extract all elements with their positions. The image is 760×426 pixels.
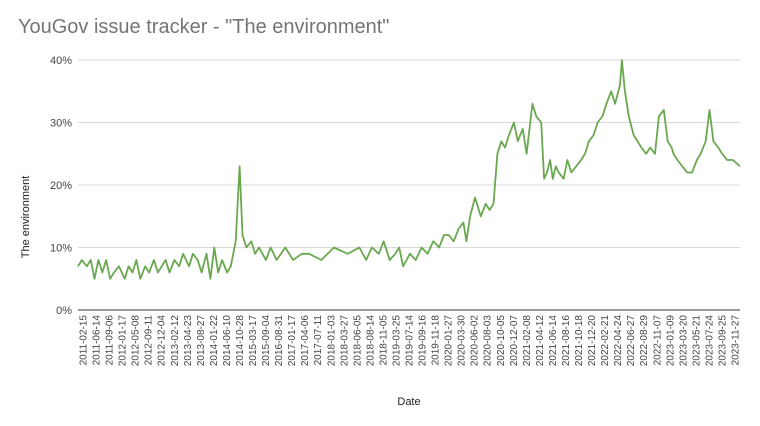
x-tick-label: 2023-11-27 bbox=[731, 315, 742, 366]
chart-title: YouGov issue tracker - "The environment" bbox=[18, 16, 390, 38]
x-tick-label: 2018-01-03 bbox=[326, 315, 337, 367]
x-axis-title: Date bbox=[397, 396, 420, 408]
x-tick-label: 2022-08-29 bbox=[639, 315, 650, 367]
x-tick-label: 2011-02-15 bbox=[79, 315, 90, 366]
x-tick-label: 2018-06-05 bbox=[352, 315, 363, 367]
x-tick-label: 2012-09-11 bbox=[144, 315, 155, 366]
x-tick-label: 2018-11-05 bbox=[378, 315, 389, 366]
x-tick-label: 2023-03-20 bbox=[678, 315, 689, 367]
x-tick-label: 2011-09-06 bbox=[105, 315, 116, 366]
x-tick-label: 2016-08-31 bbox=[274, 315, 285, 367]
x-tick-label: 2017-01-17 bbox=[287, 315, 298, 367]
x-tick-label: 2021-06-14 bbox=[548, 315, 559, 367]
x-tick-label: 2021-04-12 bbox=[535, 315, 546, 367]
x-tick-label: 2019-07-14 bbox=[405, 315, 416, 367]
x-tick-label: 2021-12-20 bbox=[587, 315, 598, 367]
x-tick-label: 2023-07-24 bbox=[704, 315, 715, 367]
x-tick-label: 2020-03-30 bbox=[457, 315, 468, 367]
x-tick-label: 2017-07-11 bbox=[313, 315, 324, 366]
x-tick-label: 2020-08-03 bbox=[483, 315, 494, 367]
x-tick-label: 2021-08-16 bbox=[561, 315, 572, 367]
x-tick-label: 2022-02-21 bbox=[600, 315, 611, 367]
x-tick-label: 2020-12-07 bbox=[509, 315, 520, 367]
x-tick-label: 2017-04-06 bbox=[300, 315, 311, 367]
x-tick-label: 2015-09-04 bbox=[261, 315, 272, 367]
x-axis-ticks: 2011-02-15 2011-06-14 2011-09-06 2012-01-17… bbox=[79, 315, 742, 367]
x-tick-label: 2023-09-25 bbox=[717, 315, 728, 367]
y-tick-label: 30% bbox=[50, 118, 72, 130]
series-line bbox=[77, 59, 741, 280]
gridlines bbox=[78, 59, 740, 248]
x-tick-label: 2023-05-21 bbox=[691, 315, 702, 367]
x-tick-label: 2022-04-24 bbox=[613, 315, 624, 367]
x-tick-label: 2012-01-17 bbox=[118, 315, 129, 367]
x-tick-label: 2012-12-04 bbox=[157, 315, 168, 367]
x-tick-label: 2019-03-25 bbox=[391, 315, 402, 367]
y-tick-label: 0% bbox=[56, 305, 72, 317]
y-tick-label: 10% bbox=[50, 243, 72, 255]
x-tick-label: 2019-11-18 bbox=[431, 315, 442, 366]
y-tick-label: 40% bbox=[50, 55, 72, 67]
x-tick-label: 2013-08-27 bbox=[196, 315, 207, 367]
x-tick-label: 2014-01-22 bbox=[209, 315, 220, 367]
x-tick-label: 2022-11-07 bbox=[652, 315, 663, 366]
x-tick-label: 2015-03-17 bbox=[248, 315, 259, 367]
x-tick-label: 2014-06-10 bbox=[222, 315, 233, 367]
x-tick-label: 2020-06-02 bbox=[470, 315, 481, 367]
x-tick-label: 2014-10-28 bbox=[235, 315, 246, 367]
x-tick-label: 2020-01-27 bbox=[444, 315, 455, 367]
x-tick-label: 2020-10-05 bbox=[496, 315, 507, 367]
y-tick-label: 20% bbox=[50, 180, 72, 192]
x-tick-label: 2011-06-14 bbox=[92, 315, 103, 366]
x-tick-label: 2021-02-08 bbox=[522, 315, 533, 367]
x-tick-label: 2019-09-16 bbox=[418, 315, 429, 367]
x-tick-label: 2022-06-27 bbox=[626, 315, 637, 367]
y-axis-ticks: 0% 10% 20% 30% 40% bbox=[50, 55, 72, 317]
x-tick-label: 2012-05-08 bbox=[131, 315, 142, 367]
x-tick-label: 2021-10-18 bbox=[574, 315, 585, 367]
x-tick-label: 2018-03-27 bbox=[339, 315, 350, 367]
x-tick-label: 2013-02-12 bbox=[170, 315, 181, 367]
y-axis-title: The environment bbox=[20, 176, 32, 259]
x-tick-label: 2013-04-23 bbox=[183, 315, 194, 367]
x-tick-label: 2018-08-14 bbox=[365, 315, 376, 367]
x-tick-label: 2023-01-09 bbox=[665, 315, 676, 367]
